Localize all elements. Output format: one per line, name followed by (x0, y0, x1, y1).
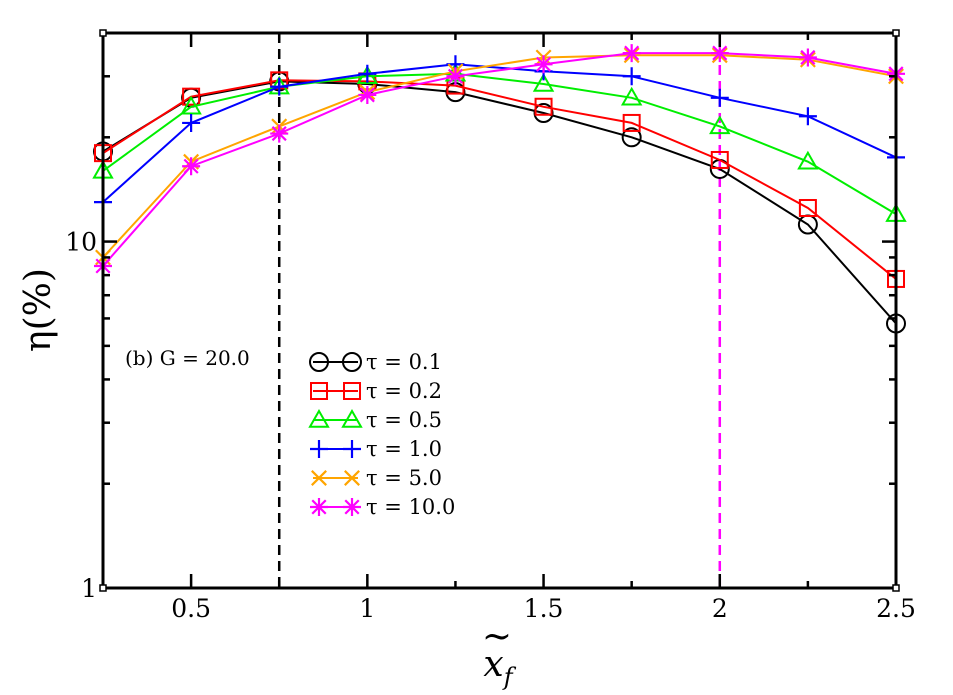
x-tick-label: 2 (712, 594, 728, 623)
legend-marker (310, 440, 328, 458)
series-line (102, 54, 897, 259)
legend-marker (310, 382, 328, 400)
legend-marker (308, 408, 330, 428)
legend-marker (343, 382, 361, 400)
legend-marker (310, 498, 328, 516)
chart-annotation: (b) G = 20.0 (125, 346, 250, 370)
series-line (102, 52, 897, 267)
reference-lines (277, 33, 722, 588)
data-point (622, 67, 641, 86)
x-tick-label: 1 (359, 594, 375, 623)
legend-entry-2: τ = 0.5 (308, 408, 442, 432)
data-point (182, 87, 201, 106)
data-point (270, 124, 289, 143)
legend-label: τ = 0.2 (366, 379, 442, 403)
data-point (358, 64, 377, 83)
legend-label: τ = 5.0 (366, 466, 442, 490)
legend-label: τ = 0.1 (366, 350, 442, 374)
frame-corner (99, 584, 107, 592)
data-point (709, 115, 731, 135)
series-line (102, 72, 897, 215)
x-tick-label: 1.5 (524, 594, 564, 623)
series-line (102, 79, 897, 280)
data-point (798, 48, 817, 67)
legend-marker (341, 408, 363, 428)
data-point (620, 86, 643, 106)
series-1 (94, 71, 905, 288)
data-point (797, 150, 819, 170)
legend-entry-4: τ = 5.0 (311, 466, 442, 490)
series-line (102, 80, 897, 325)
data-point (798, 198, 817, 217)
x-axis-title-base: x (483, 644, 503, 685)
legend-marker (343, 498, 361, 516)
x-tick-label: 2.5 (876, 594, 916, 623)
legend-label: τ = 1.0 (366, 437, 442, 461)
data-point (798, 107, 817, 126)
series-2 (92, 62, 907, 222)
legend-marker (343, 440, 361, 458)
frame-corner (99, 29, 107, 37)
legend-marker (342, 352, 362, 372)
legend-entry-3: τ = 1.0 (310, 437, 442, 461)
legend-marker (309, 352, 329, 372)
x-axis-title-subscript: f (502, 663, 517, 691)
frame-corner (892, 584, 900, 592)
data-point (622, 113, 641, 132)
legend-label: τ = 10.0 (366, 495, 455, 519)
data-point (532, 72, 555, 92)
legend-label: τ = 0.5 (366, 408, 442, 432)
data-point (710, 88, 729, 107)
legend-marker (344, 470, 360, 486)
data-point (534, 97, 553, 116)
y-axis-title: η(%) (18, 268, 59, 352)
data-point (270, 77, 289, 96)
data-point (622, 44, 641, 63)
data-point (358, 85, 377, 104)
legend-entry-1: τ = 0.2 (310, 379, 442, 403)
legend-entry-5: τ = 10.0 (310, 495, 455, 519)
plot-frame (101, 31, 898, 590)
data-point (534, 55, 553, 74)
frame-corner (892, 29, 900, 37)
legend-marker (311, 470, 327, 486)
legend-entry-0: τ = 0.1 (309, 350, 442, 374)
data-point (446, 67, 465, 86)
data-point (180, 95, 202, 115)
ticks: 0.5 1 1.5 2 2.5 1 10 (65, 29, 916, 623)
data-point (710, 44, 729, 63)
y-tick-label: 10 (65, 228, 97, 257)
series-line (102, 63, 897, 203)
data-point (710, 150, 729, 169)
y-tick-label: 1 (81, 574, 97, 603)
axes (101, 31, 898, 590)
x-tick-label: 0.5 (171, 594, 211, 623)
data-point (621, 127, 642, 148)
x-axis-title-tilde: ~ (482, 616, 512, 657)
series-layer (92, 44, 907, 334)
legend: τ = 0.1 τ = 0.2 τ = 0.5 τ = 1.0 τ = 5.0 τ = 1… (308, 350, 455, 519)
data-point (182, 113, 201, 132)
data-point (182, 157, 201, 176)
